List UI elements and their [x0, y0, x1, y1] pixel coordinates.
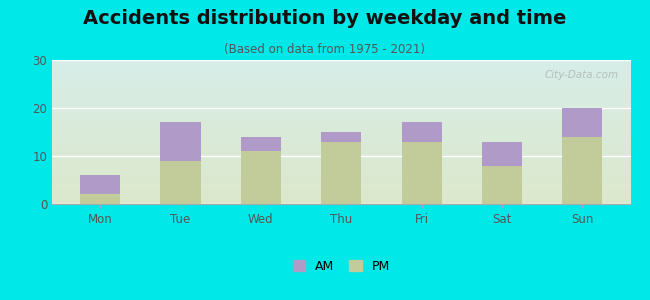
Text: City-Data.com: City-Data.com [545, 70, 619, 80]
Bar [482, 166, 522, 204]
Bar [402, 142, 442, 204]
Bar [80, 175, 120, 194]
Bar [80, 194, 120, 204]
Bar [240, 151, 281, 204]
Bar [402, 122, 442, 142]
Bar [482, 142, 522, 166]
Text: Accidents distribution by weekday and time: Accidents distribution by weekday and ti… [83, 9, 567, 28]
Bar [161, 122, 201, 161]
Bar [562, 108, 603, 137]
Bar [240, 137, 281, 151]
Bar [321, 132, 361, 142]
Bar [161, 161, 201, 204]
Bar [562, 137, 603, 204]
Bar [321, 142, 361, 204]
Legend: AM, PM: AM, PM [292, 260, 390, 273]
Text: (Based on data from 1975 - 2021): (Based on data from 1975 - 2021) [224, 44, 426, 56]
